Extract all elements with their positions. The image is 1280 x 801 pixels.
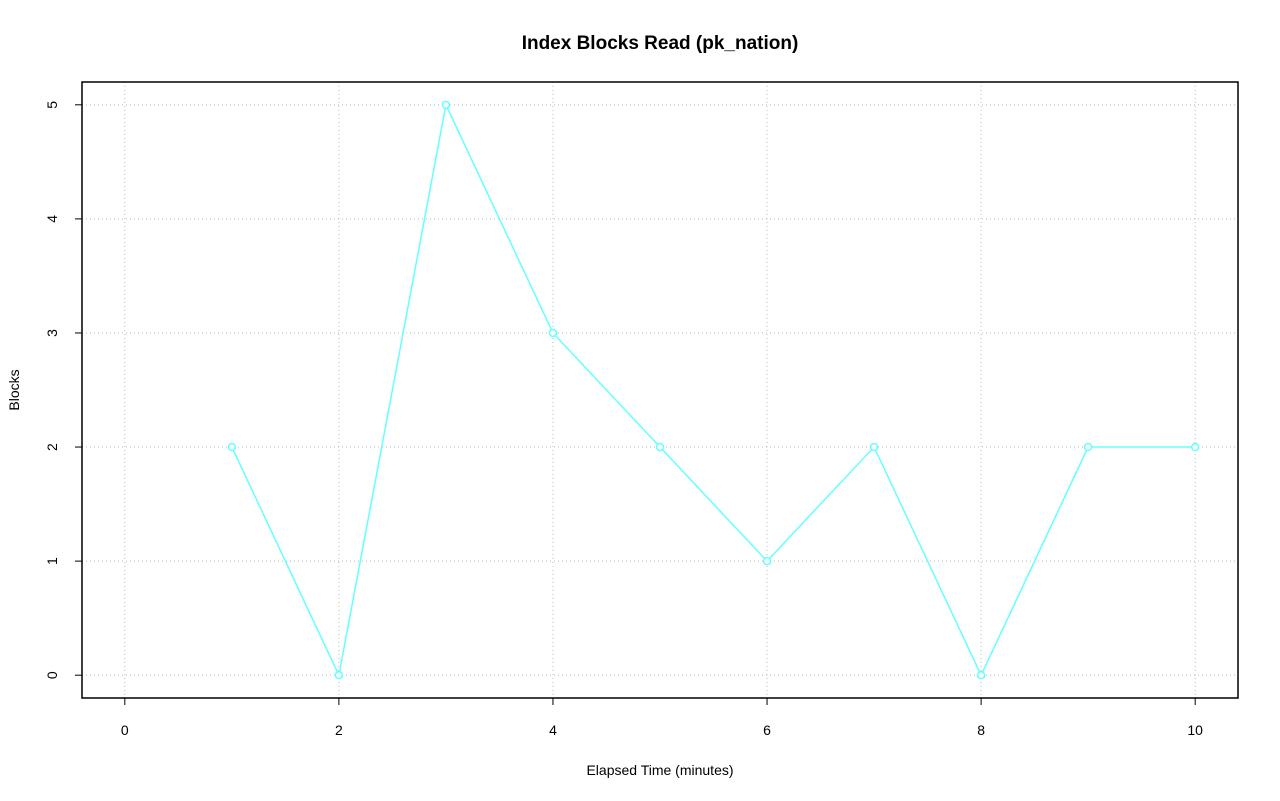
x-axis-label: Elapsed Time (minutes)	[586, 762, 733, 778]
y-tick-label: 3	[44, 329, 60, 337]
data-point	[227, 442, 237, 452]
x-tick-label: 6	[763, 722, 771, 738]
x-tick-label: 2	[335, 722, 343, 738]
x-tick-label: 0	[121, 722, 129, 738]
data-point	[976, 670, 986, 680]
data-point	[548, 328, 558, 338]
plot-frame	[81, 81, 1239, 699]
y-tick-label: 0	[44, 671, 60, 679]
data-point	[1083, 442, 1093, 452]
x-tick-label: 8	[977, 722, 985, 738]
y-tick-label: 1	[44, 557, 60, 565]
data-point	[869, 442, 879, 452]
data-point	[762, 556, 772, 566]
x-tick-label: 10	[1187, 722, 1203, 738]
data-point	[441, 100, 451, 110]
data-point	[1190, 442, 1200, 452]
y-axis-label: Blocks	[6, 369, 22, 410]
chart-title: Index Blocks Read (pk_nation)	[522, 33, 799, 54]
x-tick-label: 4	[549, 722, 557, 738]
y-tick-label: 5	[44, 101, 60, 109]
y-tick-label: 2	[44, 443, 60, 451]
data-point	[334, 670, 344, 680]
data-point	[655, 442, 665, 452]
data-line	[231, 102, 1196, 678]
y-tick-label: 4	[44, 215, 60, 223]
